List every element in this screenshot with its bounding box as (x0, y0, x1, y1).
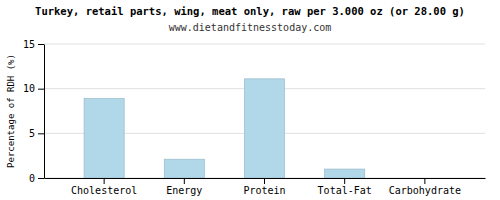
y-tick-mark (38, 133, 44, 134)
x-axis: Cholesterol Energy Protein Total-Fat Carbohy… (45, 178, 486, 196)
y-axis: 0 5 10 15 (23, 39, 45, 184)
x-tick-label: Cholesterol (71, 185, 137, 196)
y-tick-label: 15 (23, 39, 35, 50)
grid-line (44, 44, 485, 45)
x-tick-mark (104, 178, 105, 184)
y-axis-line (44, 45, 45, 179)
x-tick-label: Carbohydrate (389, 185, 461, 196)
y-tick: 10 (23, 83, 44, 94)
x-tick-mark (184, 178, 185, 184)
y-tick-mark (38, 89, 44, 90)
bar (84, 98, 124, 178)
x-tick-mark (344, 178, 345, 184)
plot: Cholesterol Energy Protein Total-Fat Carbohy… (23, 39, 486, 196)
subtitle: www.dietandfitnesstoday.com (169, 22, 332, 33)
x-tick: Protein (243, 178, 285, 196)
bar (325, 169, 365, 178)
x-tick: Energy (166, 178, 202, 196)
bar (405, 178, 445, 179)
y-tick: 5 (29, 128, 44, 139)
title: Turkey, retail parts, wing, meat only, r… (35, 5, 465, 17)
x-tick-label: Energy (166, 185, 202, 196)
x-tick-mark (264, 178, 265, 184)
bar (164, 159, 204, 178)
y-tick-label: 0 (29, 173, 35, 184)
chart: Turkey, retail parts, wing, meat only, r… (0, 0, 500, 200)
bars (84, 79, 365, 178)
x-tick-label: Protein (243, 185, 285, 196)
y-tick: 15 (23, 39, 44, 50)
x-tick: Cholesterol (71, 178, 137, 196)
y-tick-label: 10 (23, 83, 35, 94)
x-tick-mark (424, 178, 425, 184)
grid (44, 44, 485, 178)
bar (244, 79, 284, 178)
x-tick-label: Total-Fat (318, 185, 372, 196)
y-tick: 0 (29, 173, 44, 184)
x-tick: Total-Fat (318, 178, 372, 196)
y-tick-mark (38, 178, 44, 179)
y-tick-label: 5 (29, 128, 35, 139)
y-axis-title: Percentage of RDH (%) (6, 54, 16, 168)
y-tick-mark (38, 44, 44, 45)
x-tick: Carbohydrate (389, 178, 461, 196)
